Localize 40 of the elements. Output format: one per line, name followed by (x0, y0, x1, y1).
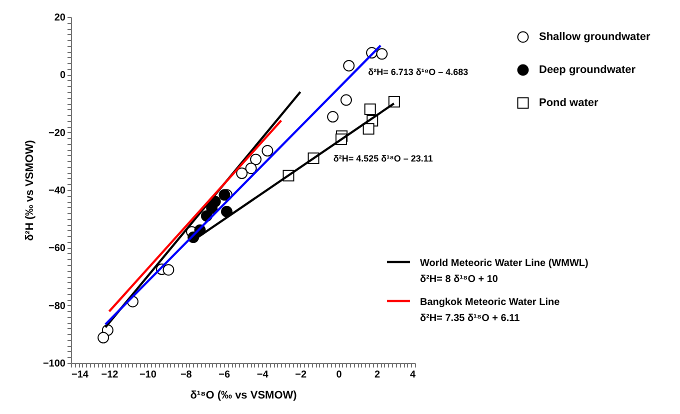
point (343, 60, 355, 72)
point (364, 104, 376, 116)
y-tick-label: −60 (48, 243, 66, 254)
legend-label: World Meteoric Water Line (WMWL) δ²H= 8 δ¹⁸O + 10 (420, 258, 588, 285)
y-tick-label: −40 (48, 186, 66, 196)
point (327, 111, 339, 122)
x-axis-title: δ¹⁸O (‰ vs VSMOW) (190, 390, 298, 402)
y-tick-label: 20 (54, 12, 66, 24)
point (340, 94, 352, 106)
y-tick-label: −100 (42, 358, 66, 370)
x-tick-label: 4 (410, 370, 416, 380)
x-tick-label: −10 (139, 370, 157, 380)
x-tick-label: −14 (72, 370, 89, 380)
y-tick-label: −20 (48, 128, 66, 139)
legend-label: Shallow groundwater (539, 31, 651, 43)
point (221, 206, 232, 218)
x-tick-label: −12 (101, 370, 119, 380)
legend-label: Bangkok Meteoric Water Line δ²H= 7.35 δ¹⁸O + 6.11 (420, 297, 560, 324)
annotation: δ²H= 4.525 δ¹⁸O – 23.11 (333, 154, 433, 164)
x-tick-label: 2 (374, 370, 380, 380)
y-axis-title: δ²H (‰ vs VSMOW) (24, 140, 36, 241)
point (376, 48, 388, 60)
legend-label: Pond water (539, 97, 600, 109)
x-tick-label: −8 (180, 370, 192, 380)
point (362, 123, 374, 135)
x-tick-label: 0 (336, 370, 342, 380)
legend-label: Deep groundwater (539, 64, 636, 76)
point (262, 145, 274, 157)
x-tick-label: −2 (295, 370, 307, 380)
point (245, 162, 257, 174)
point (98, 332, 110, 344)
y-tick-label: 0 (60, 70, 66, 82)
point (218, 189, 230, 201)
point (250, 154, 262, 166)
point (162, 264, 174, 276)
x-tick-label: −6 (218, 370, 231, 380)
x-tick-label: −4 (256, 370, 269, 380)
y-tick-label: −80 (48, 300, 66, 312)
annotation: δ²H= 6.713 δ¹⁸O – 4.683 (368, 67, 468, 78)
point (236, 168, 248, 180)
